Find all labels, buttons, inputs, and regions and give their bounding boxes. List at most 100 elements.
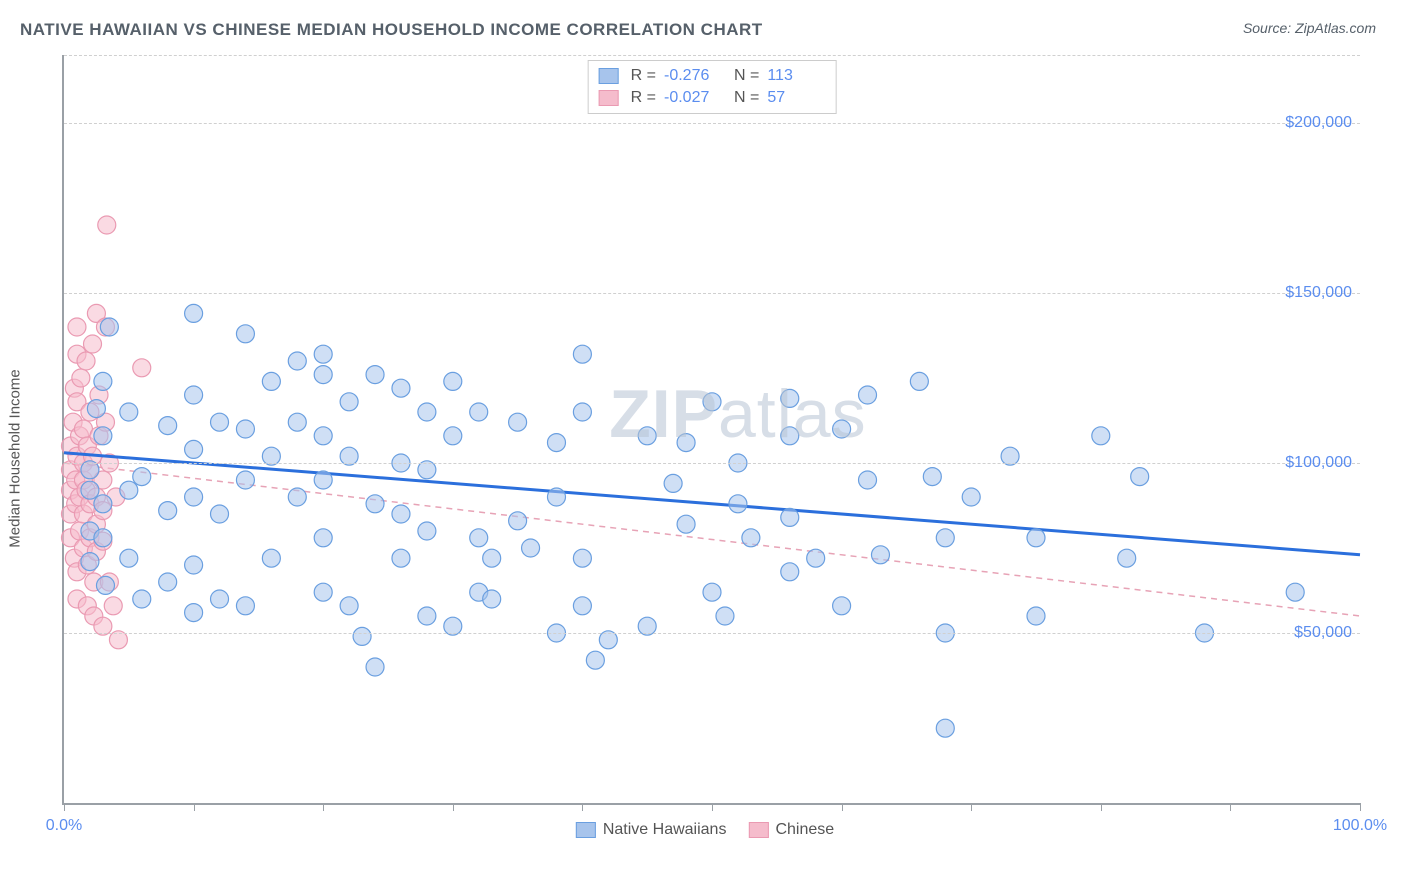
scatter-point-hawaiian	[807, 549, 825, 567]
x-tick	[323, 803, 324, 811]
legend-swatch	[599, 68, 619, 84]
chart-header: NATIVE HAWAIIAN VS CHINESE MEDIAN HOUSEH…	[0, 0, 1406, 50]
scatter-point-hawaiian	[470, 403, 488, 421]
scatter-point-hawaiian	[366, 366, 384, 384]
stats-row-chinese: R =-0.027N =57	[599, 87, 826, 109]
scatter-point-hawaiian	[509, 512, 527, 530]
scatter-point-hawaiian	[81, 481, 99, 499]
scatter-point-hawaiian	[742, 529, 760, 547]
stat-r-value: -0.027	[664, 89, 722, 107]
scatter-point-hawaiian	[962, 488, 980, 506]
x-tick	[453, 803, 454, 811]
scatter-point-hawaiian	[120, 403, 138, 421]
scatter-point-hawaiian	[871, 546, 889, 564]
scatter-point-hawaiian	[833, 597, 851, 615]
scatter-point-hawaiian	[781, 563, 799, 581]
scatter-point-chinese	[72, 369, 90, 387]
y-tick-label: $150,000	[1285, 284, 1352, 302]
x-tick	[194, 803, 195, 811]
scatter-point-chinese	[68, 318, 86, 336]
x-tick	[842, 803, 843, 811]
plot-area: ZIPatlas R =-0.276N =113R =-0.027N =57 $…	[62, 55, 1360, 805]
stats-legend: R =-0.276N =113R =-0.027N =57	[588, 60, 837, 114]
scatter-point-hawaiian	[87, 400, 105, 418]
scatter-point-hawaiian	[392, 379, 410, 397]
scatter-point-hawaiian	[211, 505, 229, 523]
scatter-point-hawaiian	[547, 488, 565, 506]
x-tick	[971, 803, 972, 811]
scatter-point-hawaiian	[547, 434, 565, 452]
scatter-point-hawaiian	[781, 508, 799, 526]
scatter-point-hawaiian	[185, 386, 203, 404]
scatter-point-hawaiian	[120, 549, 138, 567]
scatter-point-hawaiian	[366, 658, 384, 676]
stats-row-hawaiian: R =-0.276N =113	[599, 65, 826, 87]
scatter-point-hawaiian	[781, 389, 799, 407]
scatter-point-hawaiian	[81, 553, 99, 571]
scatter-point-hawaiian	[133, 468, 151, 486]
scatter-point-hawaiian	[314, 427, 332, 445]
scatter-point-hawaiian	[236, 420, 254, 438]
legend-item: Native Hawaiians	[576, 821, 727, 839]
scatter-point-hawaiian	[185, 440, 203, 458]
scatter-point-hawaiian	[288, 352, 306, 370]
scatter-point-hawaiian	[94, 427, 112, 445]
scatter-point-hawaiian	[159, 417, 177, 435]
scatter-point-hawaiian	[573, 597, 591, 615]
scatter-point-hawaiian	[211, 413, 229, 431]
x-tick	[1360, 803, 1361, 811]
scatter-point-hawaiian	[314, 529, 332, 547]
legend-item: Chinese	[748, 821, 834, 839]
scatter-point-hawaiian	[638, 427, 656, 445]
scatter-point-hawaiian	[910, 372, 928, 390]
scatter-point-hawaiian	[1118, 549, 1136, 567]
scatter-point-hawaiian	[573, 403, 591, 421]
scatter-point-hawaiian	[236, 325, 254, 343]
scatter-point-hawaiian	[573, 345, 591, 363]
scatter-point-hawaiian	[1286, 583, 1304, 601]
gridline	[64, 633, 1360, 634]
scatter-point-hawaiian	[483, 549, 501, 567]
gridline	[64, 123, 1360, 124]
scatter-point-hawaiian	[781, 427, 799, 445]
scatter-point-hawaiian	[664, 474, 682, 492]
legend-swatch	[576, 822, 596, 838]
scatter-point-hawaiian	[262, 549, 280, 567]
scatter-point-hawaiian	[392, 505, 410, 523]
scatter-point-hawaiian	[444, 372, 462, 390]
stat-n-value: 57	[767, 89, 825, 107]
scatter-point-hawaiian	[936, 529, 954, 547]
scatter-point-hawaiian	[936, 719, 954, 737]
scatter-point-hawaiian	[94, 372, 112, 390]
scatter-point-hawaiian	[211, 590, 229, 608]
scatter-point-hawaiian	[159, 502, 177, 520]
scatter-point-hawaiian	[573, 549, 591, 567]
chart-container: Median Household Income ZIPatlas R =-0.2…	[50, 55, 1360, 845]
scatter-point-hawaiian	[1027, 607, 1045, 625]
scatter-point-hawaiian	[418, 607, 436, 625]
scatter-point-chinese	[84, 335, 102, 353]
scatter-point-chinese	[104, 597, 122, 615]
scatter-point-hawaiian	[366, 495, 384, 513]
x-tick	[64, 803, 65, 811]
x-tick	[712, 803, 713, 811]
scatter-point-hawaiian	[96, 576, 114, 594]
y-axis-label: Median Household Income	[7, 369, 24, 547]
legend-label: Native Hawaiians	[603, 821, 727, 839]
scatter-point-hawaiian	[185, 304, 203, 322]
y-tick-label: $200,000	[1285, 114, 1352, 132]
scatter-point-chinese	[77, 352, 95, 370]
chart-title: NATIVE HAWAIIAN VS CHINESE MEDIAN HOUSEH…	[20, 20, 763, 40]
scatter-point-hawaiian	[418, 522, 436, 540]
scatter-point-hawaiian	[94, 495, 112, 513]
y-tick-label: $100,000	[1285, 454, 1352, 472]
x-tick	[1101, 803, 1102, 811]
scatter-point-hawaiian	[418, 403, 436, 421]
plot-svg	[64, 55, 1360, 803]
scatter-point-hawaiian	[729, 495, 747, 513]
x-tick	[582, 803, 583, 811]
scatter-point-hawaiian	[314, 471, 332, 489]
x-tick-label: 0.0%	[46, 817, 82, 835]
scatter-point-hawaiian	[340, 597, 358, 615]
legend-swatch	[748, 822, 768, 838]
